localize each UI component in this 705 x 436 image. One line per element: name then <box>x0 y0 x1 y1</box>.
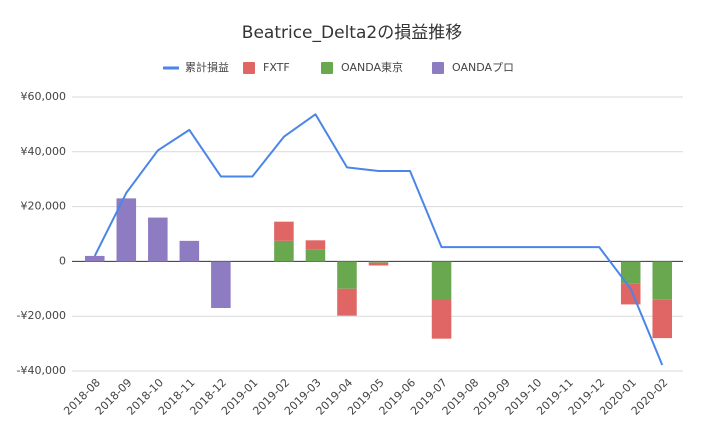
bar <box>274 221 294 241</box>
bar <box>368 262 389 266</box>
bar <box>652 261 673 300</box>
bar <box>179 240 200 262</box>
y-tick-label: ¥20,000 <box>21 200 67 213</box>
bar <box>148 217 168 262</box>
chart-title: Beatrice_Delta2の損益推移 <box>242 23 462 43</box>
bar <box>274 240 294 262</box>
bar <box>337 261 357 289</box>
bar <box>652 299 673 339</box>
legend: 累計損益 FXTF OANDA東京 OANDAプロ <box>163 60 514 74</box>
legend-label: OANDAプロ <box>452 61 514 74</box>
y-tick-label: -¥40,000 <box>17 364 66 377</box>
bar <box>305 249 326 262</box>
legend-label: 累計損益 <box>185 60 229 74</box>
bar <box>84 255 105 262</box>
bar <box>337 288 357 316</box>
bar <box>368 261 389 263</box>
legend-swatch <box>243 62 255 74</box>
y-tick-label: 0 <box>59 254 66 267</box>
line <box>93 113 664 366</box>
bar <box>431 261 452 300</box>
y-tick-label: ¥60,000 <box>21 90 67 103</box>
bar <box>305 240 326 250</box>
y-tick-label: -¥20,000 <box>17 309 66 322</box>
bar <box>116 198 137 262</box>
bar <box>211 261 231 308</box>
legend-swatch <box>321 62 333 74</box>
bar <box>620 283 641 305</box>
legend-label: OANDA東京 <box>341 60 403 74</box>
bar <box>431 299 452 339</box>
y-tick-label: ¥40,000 <box>21 145 67 158</box>
legend-swatch <box>432 62 444 74</box>
bar <box>620 261 641 284</box>
legend-label: FXTF <box>263 61 290 74</box>
